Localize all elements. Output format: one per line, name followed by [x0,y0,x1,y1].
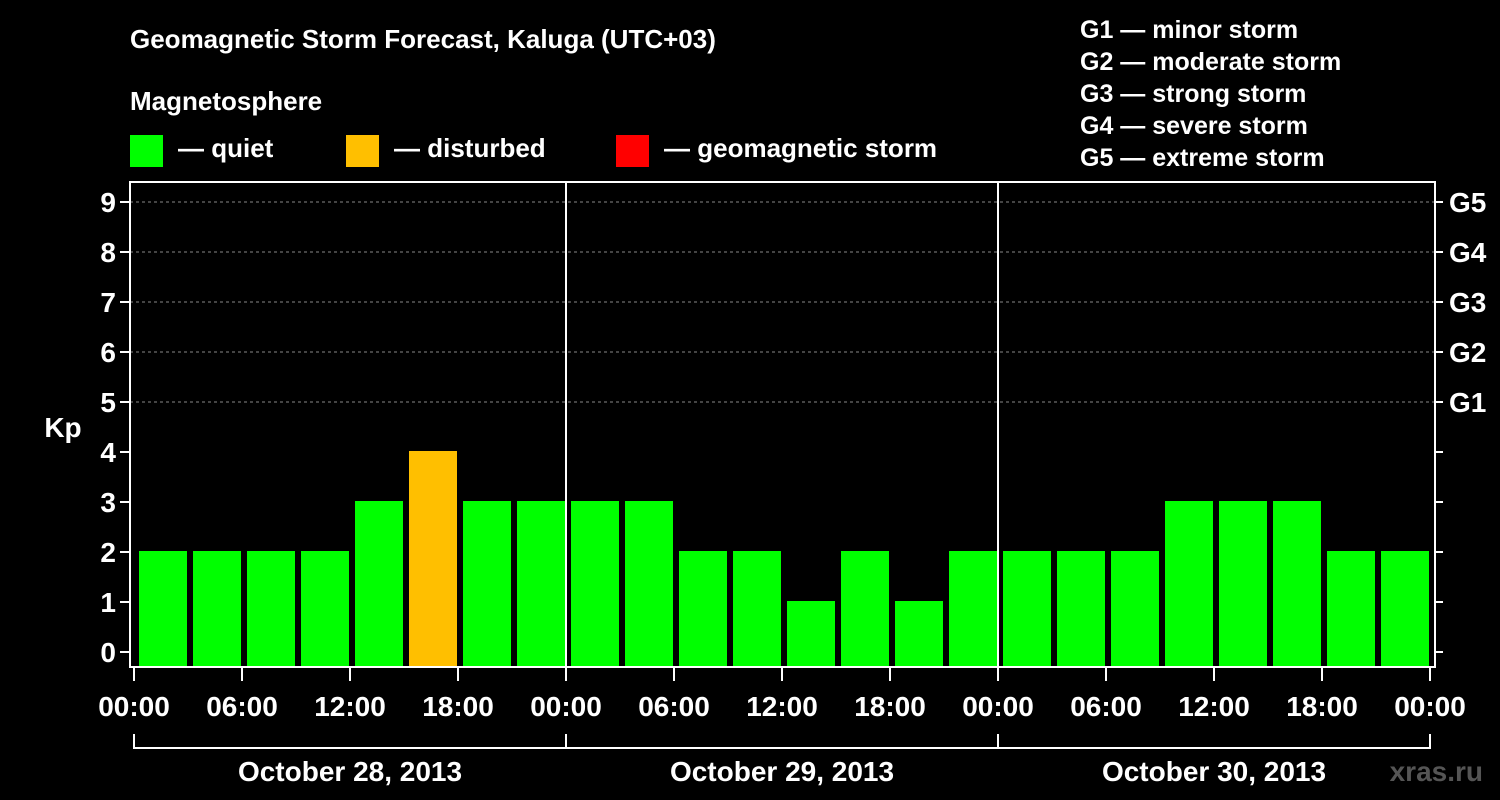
storm-scale-g1: G1 — minor storm [1080,16,1298,44]
grid-layer [130,201,1435,403]
legend-label-disturbed: — disturbed [394,133,546,163]
legend-swatch-disturbed [346,135,379,167]
x-tick-label-0: 00:00 [98,691,170,722]
x-tick-label-8: 00:00 [962,691,1034,722]
bar-5 [409,451,457,667]
bar-16 [1003,551,1051,667]
x-tick-label-5: 06:00 [638,691,710,722]
y-tick-label-0: 0 [100,637,116,668]
bar-2 [247,551,295,667]
x-tick-label-9: 06:00 [1070,691,1142,722]
bar-12 [787,601,835,667]
right-tick-label-g3: G3 [1449,287,1486,318]
day-label-1: October 28, 2013 [238,756,462,787]
bar-7 [517,501,565,667]
chart-title: Geomagnetic Storm Forecast, Kaluga (UTC+… [130,24,716,54]
watermark: xras.ru [1390,756,1483,787]
x-tick-label-1: 06:00 [206,691,278,722]
bar-23 [1381,551,1429,667]
bar-20 [1219,501,1267,667]
bar-10 [679,551,727,667]
day-label-2: October 29, 2013 [670,756,894,787]
legend-label-storm: — geomagnetic storm [664,133,937,163]
bar-22 [1327,551,1375,667]
day-label-3: October 30, 2013 [1102,756,1326,787]
right-tick-label-g1: G1 [1449,387,1486,418]
legend-label-quiet: — quiet [178,133,274,163]
bar-9 [625,501,673,667]
bar-8 [571,501,619,667]
y-tick-label-6: 6 [100,337,116,368]
y-tick-label-3: 3 [100,487,116,518]
legend-title: Magnetosphere [130,86,322,116]
x-tick-label-10: 12:00 [1178,691,1250,722]
bar-6 [463,501,511,667]
bar-4 [355,501,403,667]
right-tick-label-g5: G5 [1449,187,1486,218]
bar-1 [193,551,241,667]
x-tick-label-6: 12:00 [746,691,818,722]
right-tick-label-g4: G4 [1449,237,1487,268]
storm-scale-g5: G5 — extreme storm [1080,144,1325,172]
y-tick-label-2: 2 [100,537,116,568]
x-tick-label-7: 18:00 [854,691,926,722]
y-tick-label-5: 5 [100,387,116,418]
y-axis-label: Kp [44,412,81,443]
bar-19 [1165,501,1213,667]
bar-21 [1273,501,1321,667]
x-tick-label-2: 12:00 [314,691,386,722]
y-tick-label-4: 4 [100,437,116,468]
y-tick-label-8: 8 [100,237,116,268]
storm-scale-g3: G3 — strong storm [1080,80,1306,108]
bar-14 [895,601,943,667]
bar-18 [1111,551,1159,667]
bar-0 [139,551,187,667]
bar-15 [949,551,997,667]
y-tick-label-1: 1 [100,587,116,618]
legend-swatch-quiet [130,135,163,167]
x-tick-label-11: 18:00 [1286,691,1358,722]
bar-17 [1057,551,1105,667]
bar-11 [733,551,781,667]
storm-scale-g4: G4 — severe storm [1080,112,1308,140]
legend-swatch-storm [616,135,649,167]
bars-layer [139,451,1429,667]
right-tick-label-g2: G2 [1449,337,1486,368]
bar-13 [841,551,889,667]
axes-layer: 0 1 2 3 4 5 6 7 8 9 G1 G2 G3 G4 G5 00:00 06:00 12:00 18:00… [98,181,1487,749]
x-tick-label-4: 00:00 [530,691,602,722]
x-tick-label-3: 18:00 [422,691,494,722]
y-tick-label-7: 7 [100,287,116,318]
y-tick-label-9: 9 [100,187,116,218]
bar-3 [301,551,349,667]
x-tick-label-12: 00:00 [1394,691,1466,722]
storm-scale-g2: G2 — moderate storm [1080,48,1341,76]
